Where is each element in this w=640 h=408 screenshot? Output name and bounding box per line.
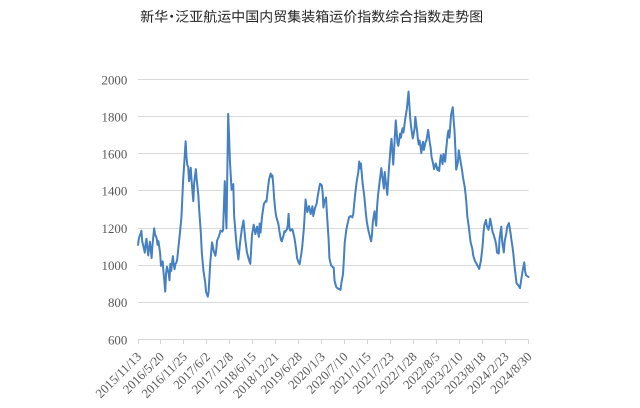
svg-text:1200: 1200 — [102, 222, 128, 236]
svg-text:1800: 1800 — [102, 110, 128, 124]
svg-text:1000: 1000 — [102, 259, 128, 273]
svg-text:600: 600 — [108, 333, 127, 347]
svg-text:800: 800 — [108, 296, 127, 310]
svg-text:1600: 1600 — [102, 148, 128, 162]
svg-text:2000: 2000 — [102, 73, 128, 87]
svg-text:1400: 1400 — [102, 185, 128, 199]
